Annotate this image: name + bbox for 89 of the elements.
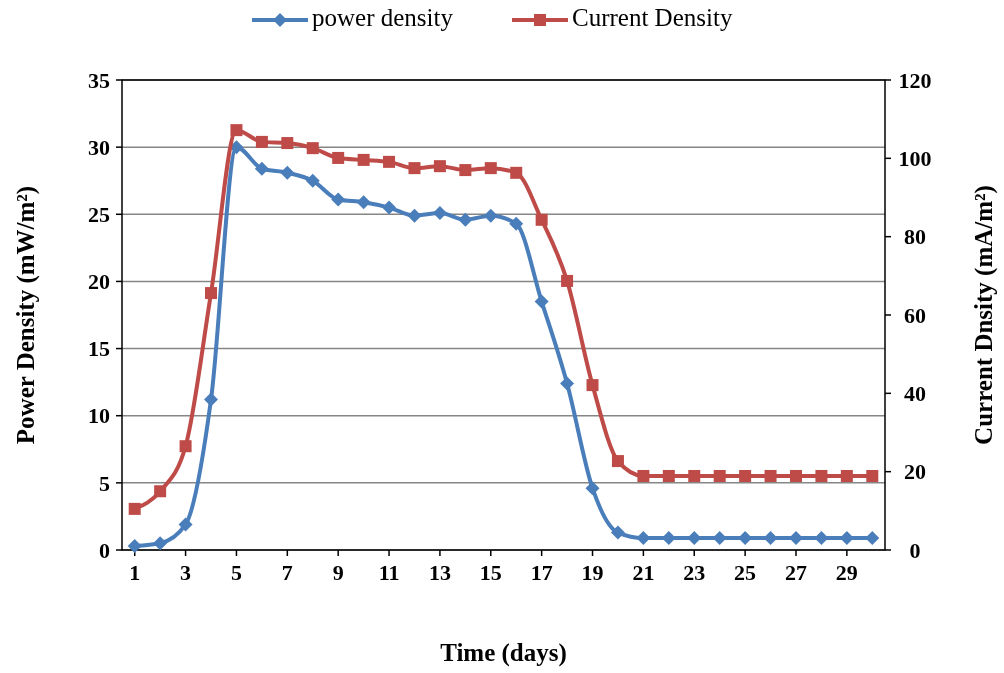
point [509,216,524,231]
point [662,469,675,482]
legend-label: Current Density [572,4,733,31]
y2-tick-label: 0 [909,537,921,563]
x-tick-label: 5 [230,560,242,585]
point [560,376,575,391]
point [205,287,218,300]
point [458,212,473,227]
point [586,379,599,392]
point [483,208,498,223]
point [281,137,294,150]
y-tick-label: 35 [88,67,110,93]
point [510,166,523,179]
point [230,124,243,137]
x-tick-label: 3 [180,560,192,585]
point [764,469,777,482]
point [179,440,192,453]
point [356,195,371,210]
y-tick-label: 30 [88,134,110,160]
y2-tick-label: 60 [904,302,926,328]
x-tick-label: 29 [835,560,858,585]
point [866,469,879,482]
point [178,517,193,532]
point [255,135,268,148]
y-tick-label: 0 [99,537,110,563]
point [433,160,446,173]
point [280,165,295,180]
y2-tick-label: 20 [904,459,926,485]
x-tick-label: 21 [632,560,655,585]
point [331,192,346,207]
x-tick-label: 15 [479,560,502,585]
y-tick-label: 25 [88,201,110,227]
point [254,161,269,176]
y-tick-label: 5 [99,470,110,496]
x-tick-label: 25 [734,560,757,585]
x-tick-label: 19 [581,560,604,585]
y2-tick-label: 100 [898,146,932,172]
point [153,536,168,551]
point [534,294,549,309]
point [383,155,396,168]
point [739,469,752,482]
point [636,530,651,545]
point [611,455,624,468]
x-tick-label: 13 [428,560,451,585]
point [789,469,802,482]
point [610,525,625,540]
point [459,164,472,177]
y-tick-label: 20 [88,269,110,295]
point [382,200,397,215]
x-tick-label: 27 [784,560,807,585]
point [865,530,880,545]
point [484,162,497,175]
x-axis-title: Time (days) [440,639,567,667]
point [814,530,829,545]
y2-tick-label: 40 [904,381,926,407]
x-tick-label: 1 [129,560,141,585]
y2-axis-title: Current Dnsity (mA/m²) [970,185,998,445]
legend-label: power density [312,4,454,31]
point [332,151,345,164]
point [713,469,726,482]
x-tick-label: 17 [530,560,553,585]
y-tick-label: 10 [88,403,110,429]
point [357,153,370,166]
point [204,392,219,407]
point [127,538,142,553]
point [535,213,548,226]
point [637,469,650,482]
point [128,502,141,515]
y2-tick-label: 120 [898,67,932,93]
point [712,530,727,545]
y2-tick-label: 80 [904,224,926,250]
point [688,469,701,482]
x-tick-label: 23 [683,560,706,585]
point [408,162,421,175]
point [305,173,320,188]
point [763,530,778,545]
point [815,469,828,482]
y-axis-title: Power Density (mW/m²) [12,185,40,445]
x-tick-label: 9 [332,560,344,585]
point [585,481,600,496]
x-tick-label: 11 [378,560,400,585]
point [432,205,447,220]
y-tick-label: 15 [88,336,110,362]
point [306,142,319,155]
point [154,485,167,498]
point [840,469,853,482]
x-tick-label: 7 [281,560,293,585]
point [561,274,574,287]
point [407,208,422,223]
